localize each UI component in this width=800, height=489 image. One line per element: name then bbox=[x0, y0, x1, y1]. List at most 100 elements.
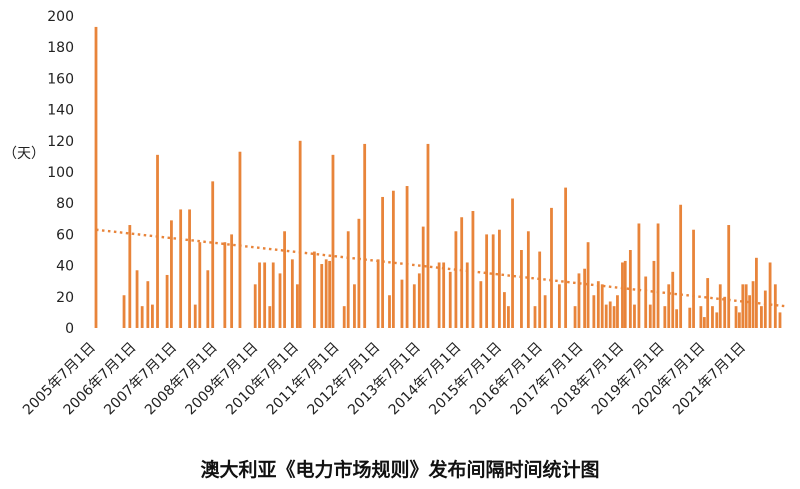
x-tick-label: 2014年7月1日 bbox=[386, 340, 465, 419]
x-tick-label: 2005年7月1日 bbox=[20, 340, 99, 419]
bar bbox=[628, 250, 632, 328]
bar bbox=[454, 231, 458, 328]
bar bbox=[328, 260, 332, 328]
bar bbox=[342, 306, 346, 328]
bar bbox=[188, 209, 191, 328]
x-tick-label: 2016年7月1日 bbox=[467, 340, 546, 419]
bar bbox=[258, 262, 261, 328]
bar bbox=[128, 225, 132, 328]
bar bbox=[179, 209, 183, 328]
bar bbox=[744, 284, 748, 328]
bar bbox=[616, 295, 619, 328]
bar bbox=[623, 260, 627, 328]
bar bbox=[583, 268, 587, 328]
bar bbox=[146, 281, 150, 328]
bar bbox=[586, 242, 590, 328]
bar bbox=[151, 304, 154, 328]
bar bbox=[198, 242, 202, 328]
bar bbox=[596, 281, 600, 328]
x-tick-label: 2006年7月1日 bbox=[61, 340, 140, 419]
bar bbox=[671, 271, 675, 328]
bar bbox=[538, 251, 542, 328]
bar bbox=[675, 309, 679, 328]
y-axis-unit-label: （天） bbox=[3, 146, 45, 162]
bar bbox=[577, 273, 581, 328]
bar bbox=[268, 306, 272, 328]
bar bbox=[727, 225, 731, 328]
bar bbox=[737, 312, 741, 328]
y-tick-label: 140 bbox=[47, 103, 74, 119]
bar bbox=[533, 306, 537, 328]
y-tick-label: 20 bbox=[56, 290, 74, 306]
bar bbox=[692, 229, 695, 328]
bar bbox=[230, 234, 234, 328]
bar bbox=[357, 218, 361, 328]
y-tick-label: 80 bbox=[56, 196, 74, 212]
bar bbox=[564, 187, 568, 328]
bar bbox=[702, 317, 706, 328]
y-tick-label: 0 bbox=[65, 321, 74, 337]
bar bbox=[679, 204, 683, 328]
bar bbox=[503, 292, 506, 328]
bar bbox=[165, 274, 169, 328]
bar bbox=[723, 296, 727, 328]
x-tick-label: 2015年7月1日 bbox=[426, 340, 505, 419]
y-tick-label: 120 bbox=[47, 134, 74, 150]
bar bbox=[748, 295, 752, 328]
bar bbox=[706, 278, 710, 328]
bar bbox=[346, 231, 350, 328]
x-tick-label: 2019年7月1日 bbox=[589, 340, 668, 419]
bar bbox=[290, 259, 294, 328]
bar bbox=[193, 304, 197, 328]
y-tick-label: 160 bbox=[47, 71, 74, 87]
trend-line bbox=[95, 228, 786, 308]
bar bbox=[135, 270, 139, 328]
bar bbox=[773, 284, 777, 328]
bar bbox=[376, 259, 380, 328]
bar bbox=[320, 264, 324, 328]
y-tick-label: 200 bbox=[47, 9, 74, 25]
bar bbox=[253, 284, 257, 328]
bar bbox=[363, 143, 367, 328]
bar bbox=[485, 234, 489, 328]
bar bbox=[170, 220, 173, 328]
bars bbox=[94, 26, 782, 328]
bar bbox=[741, 284, 745, 328]
bar bbox=[140, 306, 144, 328]
bar bbox=[465, 262, 469, 328]
x-tick-label: 2012年7月1日 bbox=[304, 340, 383, 419]
bar bbox=[592, 295, 596, 328]
bar bbox=[573, 306, 577, 328]
bar bbox=[688, 307, 692, 328]
x-tick-label: 2010年7月1日 bbox=[223, 340, 302, 419]
bar bbox=[460, 217, 464, 328]
bar bbox=[283, 231, 286, 328]
bar bbox=[543, 295, 547, 328]
bar bbox=[442, 262, 446, 328]
bar bbox=[122, 295, 126, 328]
x-tick-label: 2013年7月1日 bbox=[345, 340, 424, 419]
bar bbox=[156, 154, 159, 328]
y-tick-label: 60 bbox=[56, 227, 74, 243]
x-tick-label: 2011年7月1日 bbox=[264, 340, 343, 419]
bar bbox=[471, 211, 475, 328]
x-tick-label: 2007年7月1日 bbox=[101, 340, 180, 419]
x-tick-label: 2021年7月1日 bbox=[670, 340, 749, 419]
bar bbox=[426, 143, 430, 328]
bar bbox=[656, 223, 660, 328]
bar bbox=[760, 306, 763, 328]
bar bbox=[507, 306, 510, 328]
bar bbox=[763, 290, 767, 328]
x-tick-label: 2020年7月1日 bbox=[630, 340, 709, 419]
bar bbox=[491, 234, 495, 328]
bar bbox=[400, 279, 404, 328]
bar bbox=[421, 226, 425, 328]
bar bbox=[604, 304, 608, 328]
chart-title: 澳大利亚《电力市场规则》发布间隔时间统计图 bbox=[200, 458, 599, 481]
bar bbox=[600, 284, 604, 328]
bar bbox=[263, 262, 267, 328]
bar bbox=[520, 250, 523, 328]
bar bbox=[388, 295, 391, 328]
x-tick-label: 2018年7月1日 bbox=[548, 340, 627, 419]
